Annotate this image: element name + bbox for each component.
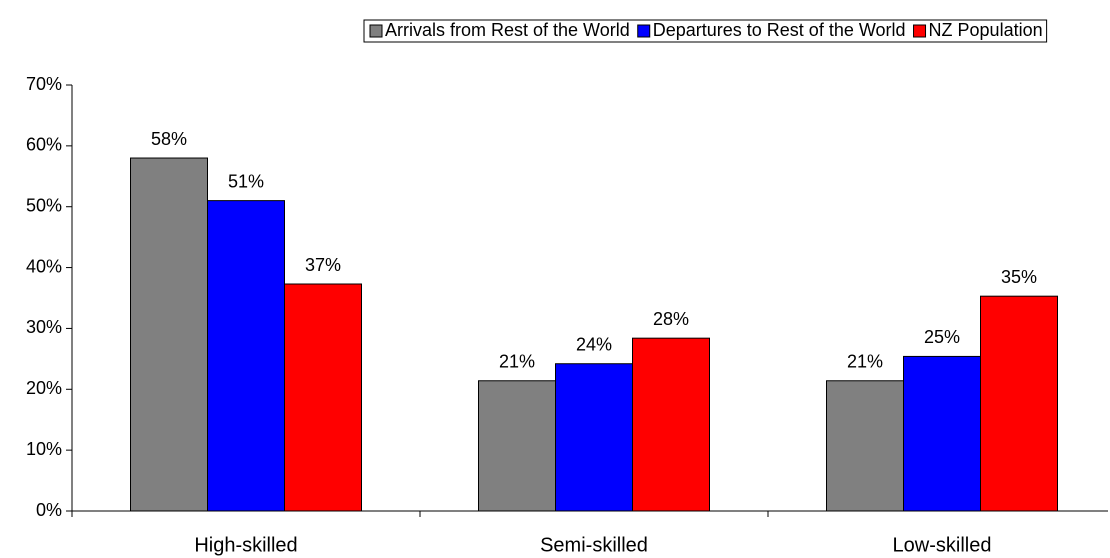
y-tick-label: 0%	[36, 500, 62, 520]
bar	[980, 295, 1058, 512]
bar	[478, 380, 556, 512]
y-tick-label: 50%	[26, 195, 62, 215]
legend-label: NZ Population	[929, 20, 1043, 40]
bar	[284, 283, 362, 512]
x-tick-label: Semi-skilled	[540, 534, 648, 556]
value-label: 21%	[499, 352, 535, 372]
y-tick-label: 40%	[26, 256, 62, 276]
value-label: 35%	[1001, 267, 1037, 287]
legend-swatch	[369, 24, 383, 38]
y-tick-label: 70%	[26, 74, 62, 94]
legend-swatch	[637, 24, 651, 38]
value-label: 51%	[228, 171, 264, 191]
x-tick-label: Low-skilled	[893, 534, 992, 556]
y-tick-label: 60%	[26, 135, 62, 155]
bar	[826, 380, 904, 512]
value-label: 37%	[305, 255, 341, 275]
y-tick-label: 20%	[26, 378, 62, 398]
bar	[555, 363, 633, 512]
bar	[207, 200, 285, 512]
y-tick-label: 10%	[26, 439, 62, 459]
bar	[632, 337, 710, 512]
value-label: 25%	[924, 327, 960, 347]
legend-label: Arrivals from Rest of the World	[385, 20, 630, 40]
legend: Arrivals from Rest of the World Departure…	[363, 19, 1048, 43]
value-label: 28%	[653, 309, 689, 329]
bar	[903, 355, 981, 512]
legend-swatch	[913, 24, 927, 38]
y-tick-label: 30%	[26, 317, 62, 337]
legend-box	[363, 19, 1048, 43]
value-label: 24%	[576, 334, 612, 354]
value-label: 21%	[847, 352, 883, 372]
x-tick-label: High-skilled	[194, 534, 297, 556]
bar	[130, 157, 208, 512]
value-label: 58%	[151, 129, 187, 149]
legend-label: Departures to Rest of the World	[653, 20, 906, 40]
